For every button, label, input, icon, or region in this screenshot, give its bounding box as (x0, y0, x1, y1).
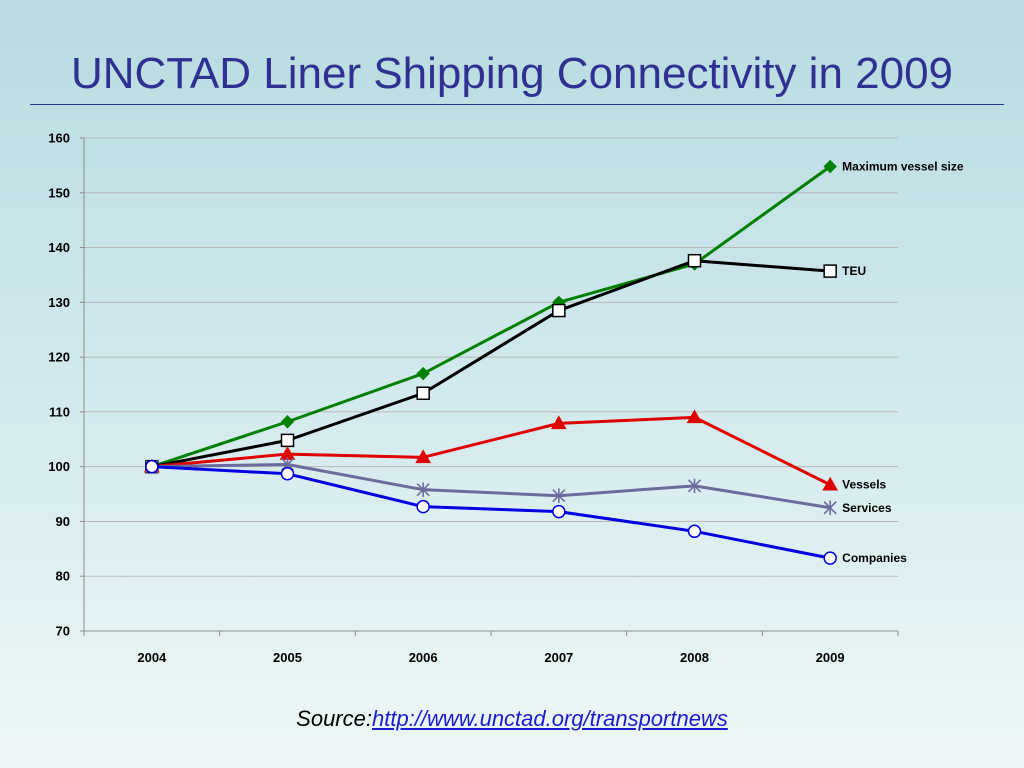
series-line-maximum-vessel-size (151, 165, 832, 469)
series-vessels (151, 415, 831, 487)
series-line-vessels (151, 415, 831, 487)
point-companies-2007 (552, 504, 566, 519)
series-labels: Maximum vessel size TEU Vessels Services Com… (842, 159, 964, 565)
series-label-teu: TEU (842, 264, 866, 278)
x-tick-label-2009: 2009 (816, 650, 845, 665)
axes: 70 80 90 100 110 120 130 140 150 160 2004 2005 2006 2… (48, 131, 899, 665)
point-companies-2004 (145, 459, 159, 474)
point-teu-2007 (552, 303, 566, 318)
point-teu-2005 (280, 433, 295, 448)
y-tick-label-150: 150 (48, 185, 70, 200)
series-label-vessels: Vessels (842, 478, 886, 492)
y-tick-label-90: 90 (56, 514, 70, 529)
point-companies-2005 (280, 467, 295, 481)
x-tick-label-2004: 2004 (137, 650, 167, 665)
series-label-services: Services (842, 501, 892, 515)
series-companies (151, 465, 831, 560)
point-teu-2006 (416, 386, 430, 401)
point-services-2008 (687, 478, 702, 494)
point-vessels-2009 (822, 476, 839, 491)
title-divider (30, 104, 1004, 105)
point-teu-2008 (687, 253, 702, 268)
y-tick-label-130: 130 (48, 295, 70, 310)
x-tick-label-2006: 2006 (409, 650, 438, 665)
slide-title: UNCTAD Liner Shipping Connectivity in 20… (70, 49, 954, 98)
x-tick-label-2008: 2008 (680, 650, 709, 665)
point-maximum-vessel-size-2005 (280, 415, 295, 429)
series-services (151, 462, 831, 510)
y-tick-label-160: 160 (48, 131, 70, 146)
series-markers-maximum-vessel-size (145, 159, 837, 474)
point-vessels-2006 (415, 449, 432, 464)
y-tick-label-80: 80 (56, 569, 70, 584)
series-markers-vessels (143, 409, 839, 491)
point-companies-2009 (823, 551, 837, 565)
y-tick-label-110: 110 (49, 404, 70, 419)
y-tick-label-100: 100 (48, 459, 70, 474)
source-line: Source:http://www.unctad.org/transportne… (0, 706, 1024, 732)
series-teu (151, 259, 831, 469)
source-link[interactable]: http://www.unctad.org/transportnews (371, 706, 728, 731)
point-services-2006 (416, 482, 430, 497)
y-tick-label-140: 140 (48, 240, 70, 255)
series-lines (143, 159, 839, 565)
series-maximum-vessel-size (151, 165, 832, 469)
point-companies-2008 (687, 524, 702, 539)
series-line-teu (151, 259, 831, 469)
point-services-2009 (823, 500, 837, 515)
series-markers-companies (145, 459, 837, 565)
point-maximum-vessel-size-2006 (416, 366, 430, 381)
x-tick-label-2005: 2005 (273, 650, 302, 665)
series-label-companies: Companies (842, 551, 907, 565)
point-companies-2006 (416, 499, 430, 514)
point-vessels-2007 (550, 415, 567, 430)
y-tick-label-120: 120 (48, 350, 70, 365)
series-line-companies (151, 465, 831, 560)
point-vessels-2008 (686, 409, 703, 424)
series-line-services (151, 462, 831, 510)
source-prefix: Source: (296, 706, 372, 731)
x-tick-label-2007: 2007 (544, 650, 573, 665)
point-services-2007 (552, 488, 566, 503)
series-label-maximum-vessel-size: Maximum vessel size (842, 159, 964, 173)
y-tick-label-70: 70 (56, 624, 70, 639)
point-teu-2009 (823, 264, 837, 278)
point-maximum-vessel-size-2009 (823, 159, 837, 174)
